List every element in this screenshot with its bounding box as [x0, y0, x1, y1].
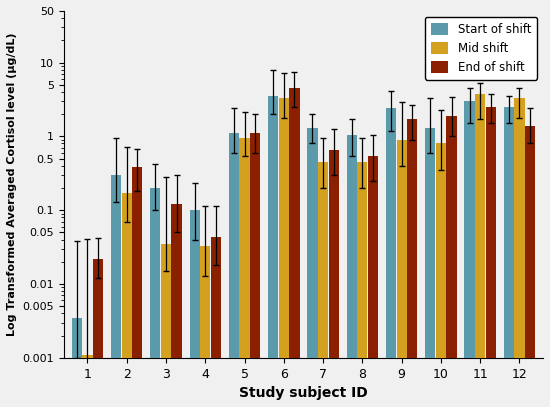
Bar — [447, 116, 456, 407]
Legend: Start of shift, Mid shift, End of shift: Start of shift, Mid shift, End of shift — [425, 17, 537, 79]
Bar — [239, 138, 250, 407]
Bar — [82, 355, 92, 407]
Bar — [250, 133, 260, 407]
Bar — [279, 98, 289, 407]
Bar — [93, 259, 103, 407]
Bar — [111, 175, 121, 407]
Bar — [465, 101, 475, 407]
Bar — [229, 133, 239, 407]
Bar — [407, 119, 417, 407]
Bar — [318, 162, 328, 407]
Bar — [200, 246, 210, 407]
Bar — [525, 126, 535, 407]
Bar — [425, 128, 436, 407]
Bar — [172, 204, 182, 407]
Bar — [514, 98, 525, 407]
Bar — [150, 188, 161, 407]
Bar — [289, 88, 300, 407]
X-axis label: Study subject ID: Study subject ID — [239, 386, 368, 400]
Bar — [358, 162, 367, 407]
Bar — [486, 107, 496, 407]
Bar — [211, 237, 221, 407]
Bar — [122, 193, 132, 407]
Bar — [307, 128, 317, 407]
Bar — [132, 167, 142, 407]
Y-axis label: Log Transformed Averaged Cortisol level (µg/dL): Log Transformed Averaged Cortisol level … — [7, 33, 17, 336]
Bar — [504, 107, 514, 407]
Bar — [386, 108, 396, 407]
Bar — [328, 150, 339, 407]
Bar — [368, 155, 378, 407]
Bar — [346, 135, 357, 407]
Bar — [190, 210, 200, 407]
Bar — [268, 96, 278, 407]
Bar — [436, 144, 446, 407]
Bar — [397, 140, 407, 407]
Bar — [72, 317, 82, 407]
Bar — [161, 244, 171, 407]
Bar — [475, 94, 485, 407]
